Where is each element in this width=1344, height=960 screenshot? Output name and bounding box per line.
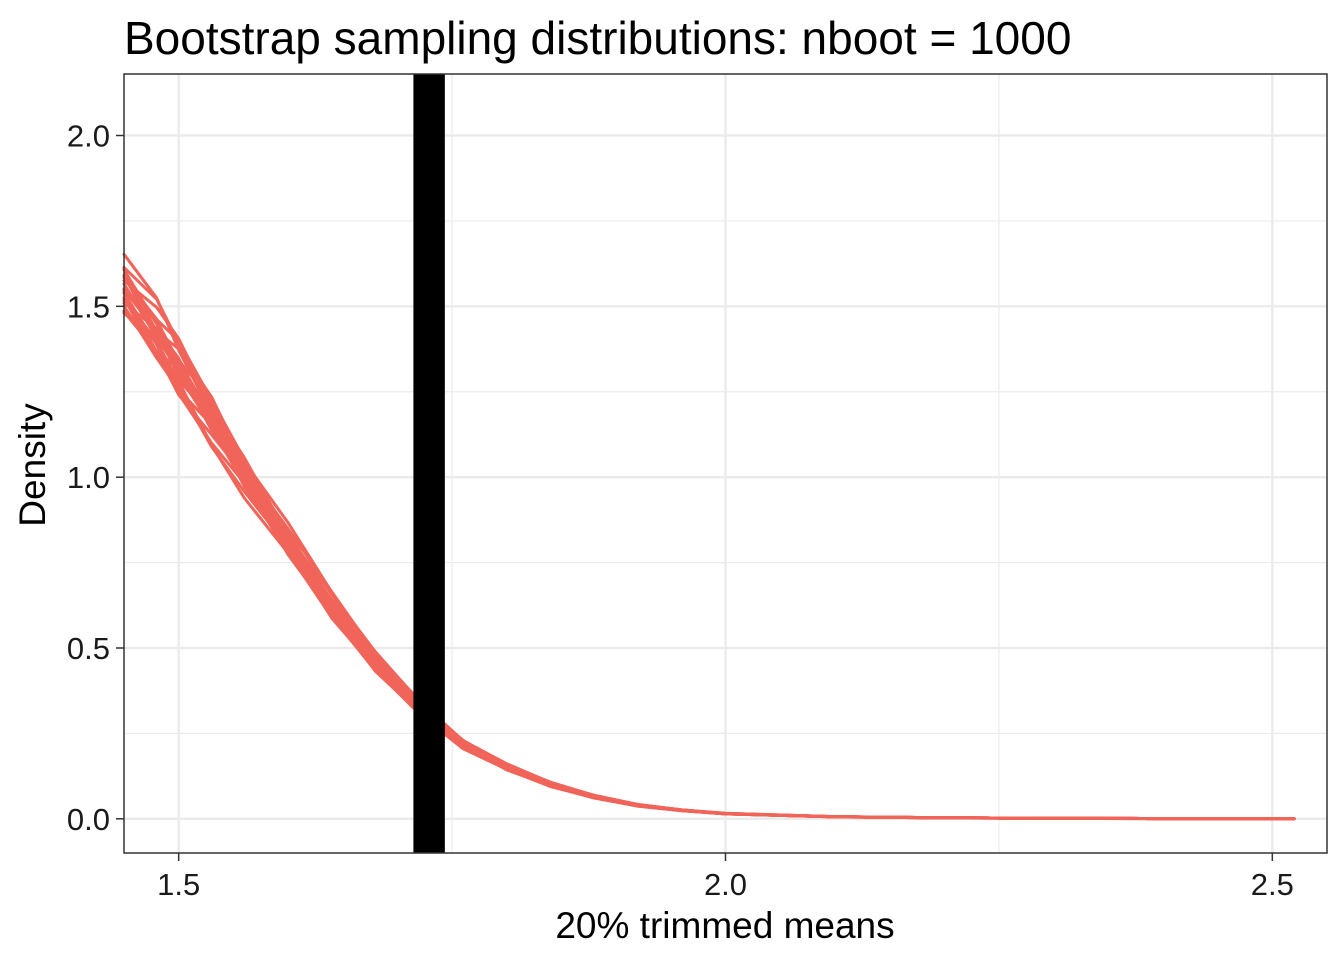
grid	[124, 74, 1327, 853]
axes: 0.0 0.5 1.0 1.5 2.0 1.5 2.0 2.5	[67, 119, 1294, 903]
density-curves	[122, 252, 1296, 821]
x-tick-label: 2.0	[704, 867, 747, 902]
y-tick-label: 1.0	[67, 460, 110, 495]
x-axis-title: 20% trimmed means	[555, 905, 894, 946]
chart-title: Bootstrap sampling distributions: nboot …	[124, 12, 1071, 64]
density-curve	[122, 279, 1296, 821]
x-tick-label: 1.5	[157, 867, 200, 902]
vertical-lines	[413, 74, 445, 853]
y-tick-label: 2.0	[67, 119, 110, 154]
y-axis-title: Density	[12, 403, 53, 527]
x-tick-label: 2.5	[1251, 867, 1294, 902]
y-tick-label: 1.5	[67, 289, 110, 324]
density-curve	[122, 252, 1296, 821]
y-tick-label: 0.0	[67, 802, 110, 837]
y-tick-label: 0.5	[67, 631, 110, 666]
